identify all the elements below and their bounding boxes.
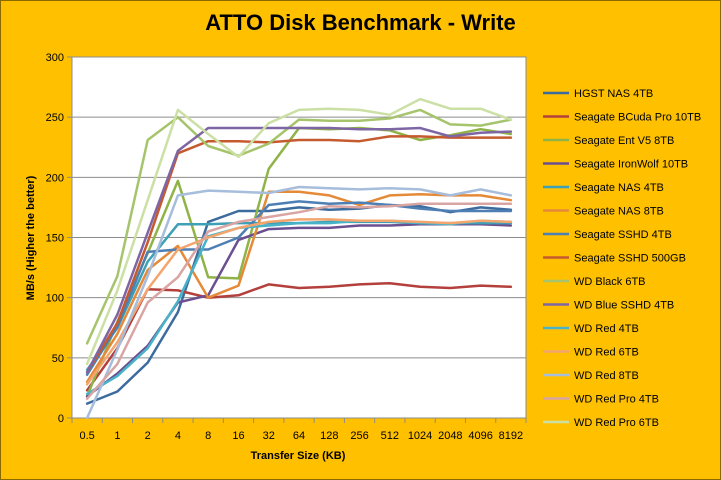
x-tick-label: 1024 [408,430,432,442]
series-line-9 [85,126,513,374]
x-tick-label: 32 [263,430,275,442]
series-line-12 [85,185,513,420]
x-tick-label: 16 [232,430,244,442]
x-tick-label: 0.5 [79,430,94,442]
x-tick-label: 8 [205,430,211,442]
x-tick-label: 8192 [499,430,523,442]
legend: HGST NAS 4TB Seagate BCuda Pro 10TB Seagat… [543,88,701,429]
y-tick-label: 0 [58,413,64,425]
legend-label: WD Blue SSHD 4TB [574,300,674,312]
y-axis-title: MB/s (Higher the better) [25,175,37,300]
x-tick-label: 4096 [468,430,492,442]
legend-label: Seagate Ent V5 8TB [574,135,674,147]
x-tick-label: 4 [175,430,181,442]
series-line-8 [85,108,513,345]
series-line-11 [85,218,513,386]
chart-title: ATTO Disk Benchmark - Write [205,10,516,35]
y-tick-label: 150 [46,233,64,245]
legend-label: WD Red 8TB [574,370,639,382]
legend-label: Seagate IronWolf 10TB [574,159,688,171]
x-axis-title: Transfer Size (KB) [251,450,346,462]
x-tick-label: 1 [114,430,120,442]
x-axis-ticks: 0.5 1 2 4 8 16 32 64 128 256 512 1024 2048 4096 8192 [71,418,527,442]
x-tick-label: 64 [293,430,305,442]
series-line-13 [85,202,513,400]
legend-label: WD Red Pro 6TB [574,417,659,429]
legend-label: WD Red Pro 4TB [574,394,659,406]
y-tick-label: 50 [52,353,64,365]
series-line-5 [85,190,513,384]
y-tick-label: 300 [46,52,64,64]
legend-label: WD Black 6TB [574,276,646,288]
legend-label: Seagate NAS 4TB [574,182,664,194]
legend-label: Seagate BCuda Pro 10TB [574,112,701,124]
legend-label: Seagate SSHD 500GB [574,253,686,265]
series-line-1 [85,281,513,392]
legend-label: WD Red 6TB [574,347,639,359]
x-tick-label: 128 [320,430,338,442]
y-axis-ticks: 0 50 100 150 200 250 300 [46,52,72,425]
legend-label: WD Red 4TB [574,323,639,335]
y-tick-label: 250 [46,112,64,124]
gridlines [72,116,526,359]
legend-label: Seagate NAS 8TB [574,206,664,218]
series-line-14 [85,97,513,366]
legend-label: HGST NAS 4TB [574,88,653,100]
y-tick-label: 200 [46,172,64,184]
legend-label: Seagate SSHD 4TB [574,229,672,241]
x-tick-label: 2 [145,430,151,442]
series-lines [85,97,513,420]
series-line-7 [85,135,513,374]
x-tick-label: 512 [381,430,399,442]
x-tick-label: 256 [350,430,368,442]
y-tick-label: 100 [46,293,64,305]
x-tick-label: 2048 [438,430,462,442]
